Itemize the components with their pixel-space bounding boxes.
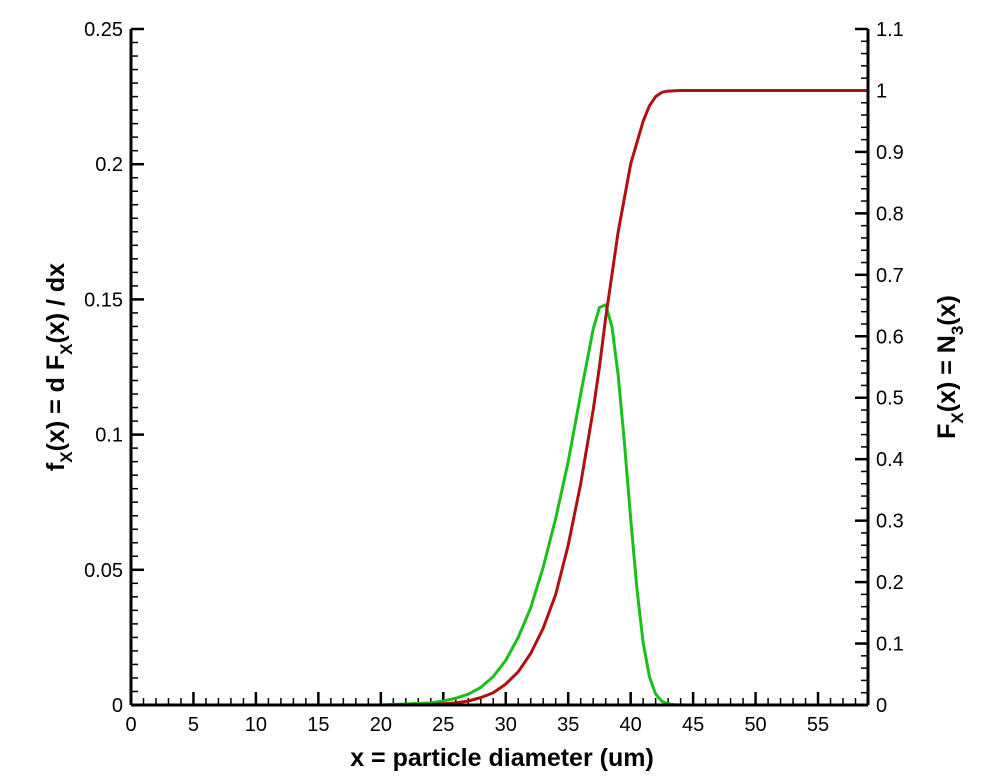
x-tick-label: 15 — [307, 714, 329, 736]
cdf-curve — [131, 88, 868, 707]
y-left-title-part1: f — [42, 462, 70, 471]
y-right-axis-title: FX(x) = N3(x) — [933, 295, 967, 439]
y-left-title-part3: (x) / dx — [42, 263, 70, 344]
y-right-tick-label: 0.4 — [876, 449, 904, 471]
y-left-title-sub1: X — [57, 451, 76, 463]
y-right-title-part3: (x) — [933, 295, 961, 326]
x-tick-label: 0 — [125, 714, 136, 736]
axes-layer — [129, 29, 870, 707]
y-right-title-sub2: 3 — [948, 326, 967, 335]
x-tick-label: 35 — [557, 714, 579, 736]
y-left-axis-title-group: fX(x) = d FX(x) / dx — [42, 263, 76, 471]
labels-layer: 0 5 10 15 20 25 30 35 40 45 50 5500.050.10.150.20.2… — [84, 19, 904, 736]
y-left-tick-label: 0 — [112, 695, 123, 717]
y-right-tick-label: 0.2 — [876, 572, 904, 594]
y-right-tick-label: 0.8 — [876, 203, 904, 225]
y-right-tick-label: 1.1 — [876, 19, 904, 41]
x-tick-label: 50 — [744, 714, 766, 736]
x-tick-label: 10 — [245, 714, 267, 736]
y-left-title-part2: (x) = d F — [42, 355, 70, 452]
y-right-tick-label: 0.1 — [876, 634, 904, 656]
x-tick-label: 25 — [432, 714, 454, 736]
y-right-title-part2: (x) = N — [933, 335, 961, 412]
x-tick-label: 40 — [620, 714, 642, 736]
y-right-tick-label: 0.9 — [876, 142, 904, 164]
x-tick-label: 30 — [495, 714, 517, 736]
x-tick-label: 20 — [370, 714, 392, 736]
y-left-title-sub2: X — [57, 343, 76, 355]
x-tick-label: 5 — [188, 714, 199, 736]
y-left-tick-label: 0.15 — [84, 289, 123, 311]
y-left-tick-label: 0.25 — [84, 19, 123, 41]
y-left-axis-title: fX(x) = d FX(x) / dx — [42, 263, 76, 471]
y-right-tick-label: 0 — [876, 695, 887, 717]
y-right-title-sub1: X — [948, 412, 967, 424]
y-right-tick-label: 0.7 — [876, 265, 904, 287]
y-right-axis-title-group: FX(x) = N3(x) — [933, 295, 967, 439]
y-right-tick-label: 0.5 — [876, 388, 904, 410]
y-right-tick-label: 0.3 — [876, 511, 904, 533]
y-left-tick-label: 0.2 — [95, 154, 123, 176]
x-axis-title: x = particle diameter (um) — [350, 744, 654, 772]
y-left-tick-label: 0.05 — [84, 560, 123, 582]
x-tick-label: 45 — [682, 714, 704, 736]
x-tick-label: 55 — [807, 714, 829, 736]
y-right-title-part1: F — [933, 424, 961, 439]
y-right-tick-label: 0.6 — [876, 326, 904, 348]
pdf-curve — [131, 303, 868, 707]
series-layer — [131, 88, 868, 707]
y-right-tick-label: 1 — [876, 80, 887, 102]
y-left-tick-label: 0.1 — [95, 425, 123, 447]
